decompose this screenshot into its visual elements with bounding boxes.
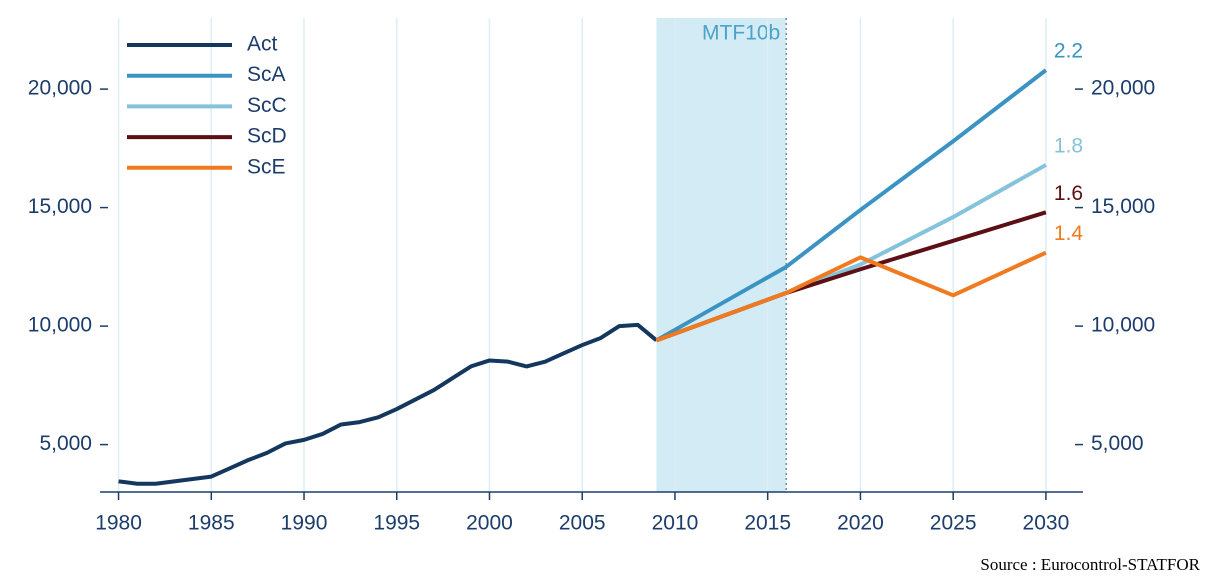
legend-label: ScD bbox=[247, 125, 287, 148]
x-tick-label: 1985 bbox=[188, 512, 235, 535]
end-label: 1.8 bbox=[1054, 134, 1083, 157]
x-tick-label: 1990 bbox=[281, 512, 328, 535]
x-tick-label: 2010 bbox=[652, 512, 699, 535]
y-tick-label: 10,000 bbox=[28, 314, 92, 337]
series-line bbox=[118, 322, 658, 486]
x-tick-label: 2020 bbox=[837, 512, 884, 535]
legend-label: ScE bbox=[247, 155, 286, 178]
legend-label: ScC bbox=[247, 94, 287, 117]
band-label: MTF10b bbox=[702, 22, 780, 45]
y2-tick-label: 10,000 bbox=[1091, 314, 1155, 337]
x-tick-label: 2025 bbox=[930, 512, 977, 535]
source-note: Source : Eurocontrol-STATFOR bbox=[980, 555, 1200, 574]
end-label: 1.4 bbox=[1054, 222, 1084, 245]
x-tick-label: 2015 bbox=[744, 512, 791, 535]
legend-label: Act bbox=[247, 33, 278, 56]
y2-tick-label: 5,000 bbox=[1091, 432, 1144, 455]
y2-tick-label: 20,000 bbox=[1091, 77, 1155, 100]
series-line bbox=[655, 250, 1047, 343]
y2-tick-label: 15,000 bbox=[1091, 195, 1155, 218]
series-line bbox=[655, 68, 1048, 343]
x-tick-label: 2000 bbox=[466, 512, 513, 535]
end-label: 2.2 bbox=[1054, 40, 1083, 63]
x-tick-label: 1980 bbox=[95, 512, 142, 535]
legend-label: ScA bbox=[247, 63, 286, 86]
forecast-band bbox=[656, 18, 787, 492]
y-tick-label: 20,000 bbox=[28, 77, 92, 100]
y-tick-label: 15,000 bbox=[28, 195, 92, 218]
x-tick-label: 2030 bbox=[1023, 512, 1070, 535]
x-tick-label: 2005 bbox=[559, 512, 606, 535]
x-tick-label: 1995 bbox=[373, 512, 420, 535]
y-tick-label: 5,000 bbox=[39, 432, 92, 455]
end-label: 1.6 bbox=[1054, 182, 1083, 205]
